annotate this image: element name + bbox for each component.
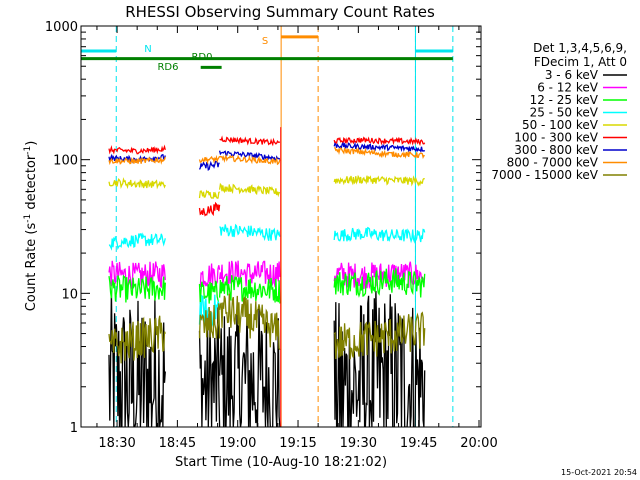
- y-tick-label-0: 1: [70, 421, 78, 436]
- series-100-300-kev-segment-1: [198, 201, 221, 217]
- y-axis-label-mid: detector: [24, 154, 39, 214]
- series-7000-15000-kev-segment-3: [333, 311, 426, 360]
- y-axis-label: Count Rate (s-1 detector-1): [23, 141, 39, 312]
- y-axis-label-exp1: -1: [23, 214, 33, 223]
- x-tick-label-1: 18:45: [159, 436, 196, 451]
- series-800-7000-kev-segment-3: [334, 146, 425, 160]
- legend-header-line-2: FDecim 1, Att 0: [534, 55, 627, 69]
- series-12-25-kev-segment-0: [108, 274, 166, 303]
- series-100-300-kev-segment-2: [219, 135, 280, 147]
- flag-label-rd0: RD0: [191, 52, 212, 63]
- series-25-50-kev-segment-3: [333, 226, 426, 244]
- series-6-12-kev-segment-2: [218, 260, 281, 288]
- flag-label-n: N: [144, 44, 151, 55]
- y-axis-label-exp2: -1: [23, 146, 33, 155]
- series-3-6-kev-segment-0: [108, 291, 166, 427]
- timestamp: 15-Oct-2021 20:54: [561, 468, 637, 477]
- legend-label-7000-15000-kev: 7000 - 15000 keV: [491, 168, 598, 182]
- series-800-7000-kev-segment-1: [198, 154, 221, 165]
- series-3-6-kev-segment-2: [218, 303, 281, 427]
- series-6-12-kev-segment-3: [333, 261, 425, 290]
- series-800-7000-kev-segment-2: [219, 153, 281, 166]
- plot-frame: [80, 25, 482, 428]
- x-tick-label-2: 19:00: [219, 436, 256, 451]
- series-50-100-kev-segment-1: [198, 189, 221, 199]
- series-7000-15000-kev-segment-2: [218, 293, 281, 351]
- series-300-800-kev-segment-3: [333, 141, 426, 153]
- series-300-800-kev-segment-1: [198, 160, 220, 172]
- series-100-300-kev-segment-0: [108, 144, 166, 155]
- legend-label-50-100-kev: 50 - 100 keV: [522, 118, 599, 132]
- series-12-25-kev-segment-1: [198, 280, 220, 306]
- series-800-7000-kev-segment-0: [108, 156, 166, 166]
- legend: Det 1,3,4,5,6,9, FDecim 1, Att 0 3 - 6 k…: [491, 41, 627, 182]
- series-300-800-kev-segment-2: [218, 150, 281, 161]
- series-50-100-kev-segment-3: [333, 174, 425, 187]
- y-tick-label-3: 1000: [45, 20, 78, 35]
- x-tick-label-5: 19:45: [400, 436, 437, 451]
- series-100-300-kev-segment-3: [333, 136, 426, 147]
- legend-label-800-7000-kev: 800 - 7000 keV: [507, 156, 599, 170]
- series-layer: [108, 127, 426, 427]
- y-axis-label-main: Count Rate (s: [24, 223, 39, 312]
- series-25-50-kev-segment-0: [108, 232, 166, 251]
- legend-header-line-1: Det 1,3,4,5,6,9,: [533, 41, 627, 55]
- y-tick-label-1: 10: [61, 287, 78, 302]
- y-axis: 1 10 100 1000: [45, 20, 481, 436]
- series-12-25-kev-segment-2: [218, 275, 281, 304]
- series-7000-15000-kev-segment-1: [198, 303, 221, 339]
- x-axis: 18:30 18:45 19:00 19:15 19:30 19:45 20:00: [96, 26, 498, 451]
- legend-label-6-12-kev: 6 - 12 keV: [537, 81, 599, 95]
- series-3-6-kev-segment-3: [333, 290, 426, 427]
- series-3-6-kev-segment-1: [198, 307, 221, 427]
- series-50-100-kev-segment-0: [108, 177, 166, 190]
- series-12-25-kev-segment-3: [333, 268, 426, 298]
- legend-label-300-800-kev: 300 - 800 keV: [514, 143, 598, 157]
- legend-label-3-6-kev: 3 - 6 keV: [545, 68, 599, 82]
- x-tick-label-0: 18:30: [98, 436, 135, 451]
- series-7000-15000-kev-segment-0: [108, 315, 166, 364]
- plot-area: N S RD0 RD6: [81, 26, 454, 427]
- series-25-50-kev-segment-2: [219, 223, 281, 242]
- legend-label-25-50-kev: 25 - 50 keV: [530, 106, 599, 120]
- x-axis-label: Start Time (10-Aug-10 18:21:02): [175, 455, 387, 470]
- x-tick-label-6: 20:00: [460, 436, 497, 451]
- y-tick-label-2: 100: [53, 154, 78, 169]
- legend-label-12-25-kev: 12 - 25 keV: [530, 93, 599, 107]
- y-axis-label-end: ): [24, 141, 39, 146]
- x-tick-label-4: 19:30: [340, 436, 377, 451]
- series-50-100-kev-segment-2: [218, 182, 281, 198]
- flag-label-s: S: [262, 36, 268, 47]
- flag-label-rd6: RD6: [157, 62, 178, 73]
- legend-label-100-300-kev: 100 - 300 keV: [514, 131, 598, 145]
- chart-title: RHESSI Observing Summary Count Rates: [125, 3, 435, 21]
- x-tick-label-3: 19:15: [279, 436, 316, 451]
